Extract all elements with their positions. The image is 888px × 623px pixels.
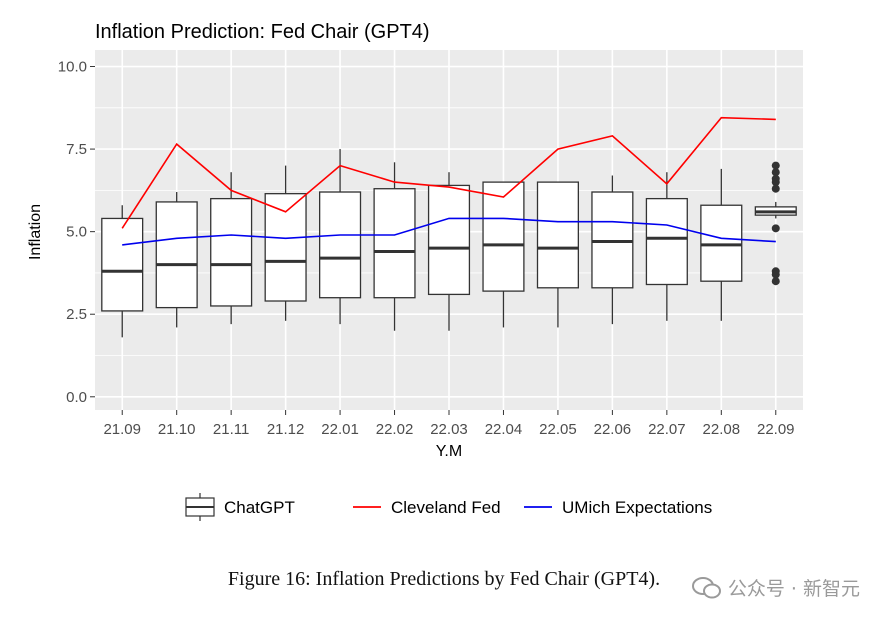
box (591, 191, 634, 289)
wechat-icon (691, 576, 721, 598)
box (373, 188, 416, 299)
boxplot-22.06 (591, 175, 634, 325)
x-tick-label: 22.04 (485, 421, 523, 438)
legend-item-chatgpt: ChatGPT (185, 493, 295, 521)
box (645, 197, 688, 286)
x-tick-label: 22.09 (757, 421, 795, 438)
outlier-point (771, 224, 780, 233)
box (210, 197, 253, 307)
x-tick-label: 22.02 (376, 421, 414, 438)
x-tick-label: 21.11 (213, 421, 249, 438)
x-tick-label: 22.03 (430, 421, 468, 438)
x-tick-label: 21.12 (267, 421, 305, 438)
box (427, 184, 471, 296)
x-tick-label: 22.05 (539, 421, 577, 438)
watermark-text: 公众号 · 新智元 (727, 578, 860, 600)
legend-label: Cleveland Fed (391, 498, 501, 517)
boxplot-21.10 (155, 192, 198, 328)
boxplot-22.05 (536, 181, 579, 328)
box (536, 181, 579, 289)
legend-item-cleveland-fed: Cleveland Fed (353, 498, 501, 517)
chart-title: Inflation Prediction: Fed Chair (GPT4) (95, 21, 430, 43)
outlier-point (771, 178, 780, 187)
x-tick-label: 22.01 (321, 421, 359, 438)
legend: ChatGPT Cleveland Fed UMich Expectations (185, 493, 712, 521)
outlier-point (771, 168, 780, 177)
x-axis-label: Y.M (436, 443, 462, 460)
watermark: 公众号 · 新智元 (691, 574, 860, 601)
series-line-cleveland-fed (121, 116, 776, 229)
boxplot-22.02 (373, 162, 416, 331)
legend-item-umich-expectations: UMich Expectations (524, 498, 712, 517)
boxplot-22.03 (427, 172, 471, 331)
box (319, 191, 362, 299)
box (700, 204, 743, 282)
box (155, 201, 198, 309)
outlier-point (771, 161, 780, 170)
boxplot-21.09 (101, 205, 144, 338)
boxplots (101, 149, 797, 338)
y-tick-label: 7.5 (66, 141, 87, 158)
series-lines (121, 116, 776, 246)
x-tick-label: 22.07 (648, 421, 686, 438)
x-tick-label: 22.06 (594, 421, 632, 438)
y-tick-label: 10.0 (58, 59, 87, 76)
boxplot-22.07 (645, 172, 688, 321)
boxplot-22.01 (319, 149, 362, 325)
figure-caption: Figure 16: Inflation Predictions by Fed … (227, 568, 661, 590)
x-tick-label: 21.09 (103, 421, 141, 438)
legend-label: ChatGPT (224, 498, 295, 517)
box (482, 181, 525, 292)
y-axis-label: Inflation (27, 204, 44, 260)
box (101, 217, 144, 312)
outlier-point (771, 270, 780, 279)
x-tick-label: 22.08 (703, 421, 741, 438)
outlier-point (771, 277, 780, 286)
boxplot-22.09 (754, 161, 797, 286)
legend-label: UMich Expectations (562, 498, 712, 517)
boxplot-21.11 (210, 172, 253, 325)
boxplot-22.08 (700, 168, 743, 321)
axes: 0.0 2.5 5.0 7.5 10.0 21.09 21.10 21.11 21.12 22.0… (58, 59, 795, 438)
boxplot-22.04 (482, 181, 525, 328)
x-tick-label: 21.10 (158, 421, 196, 438)
y-tick-label: 0.0 (66, 389, 87, 406)
y-tick-label: 2.5 (66, 306, 87, 323)
series-line-umich-expectations (122, 217, 776, 246)
y-tick-label: 5.0 (66, 224, 87, 241)
chart: Inflation Prediction: Fed Chair (GPT4) 0… (27, 21, 803, 521)
boxplot-21.12 (264, 165, 307, 321)
box (264, 193, 307, 302)
outlier-point (771, 184, 780, 193)
